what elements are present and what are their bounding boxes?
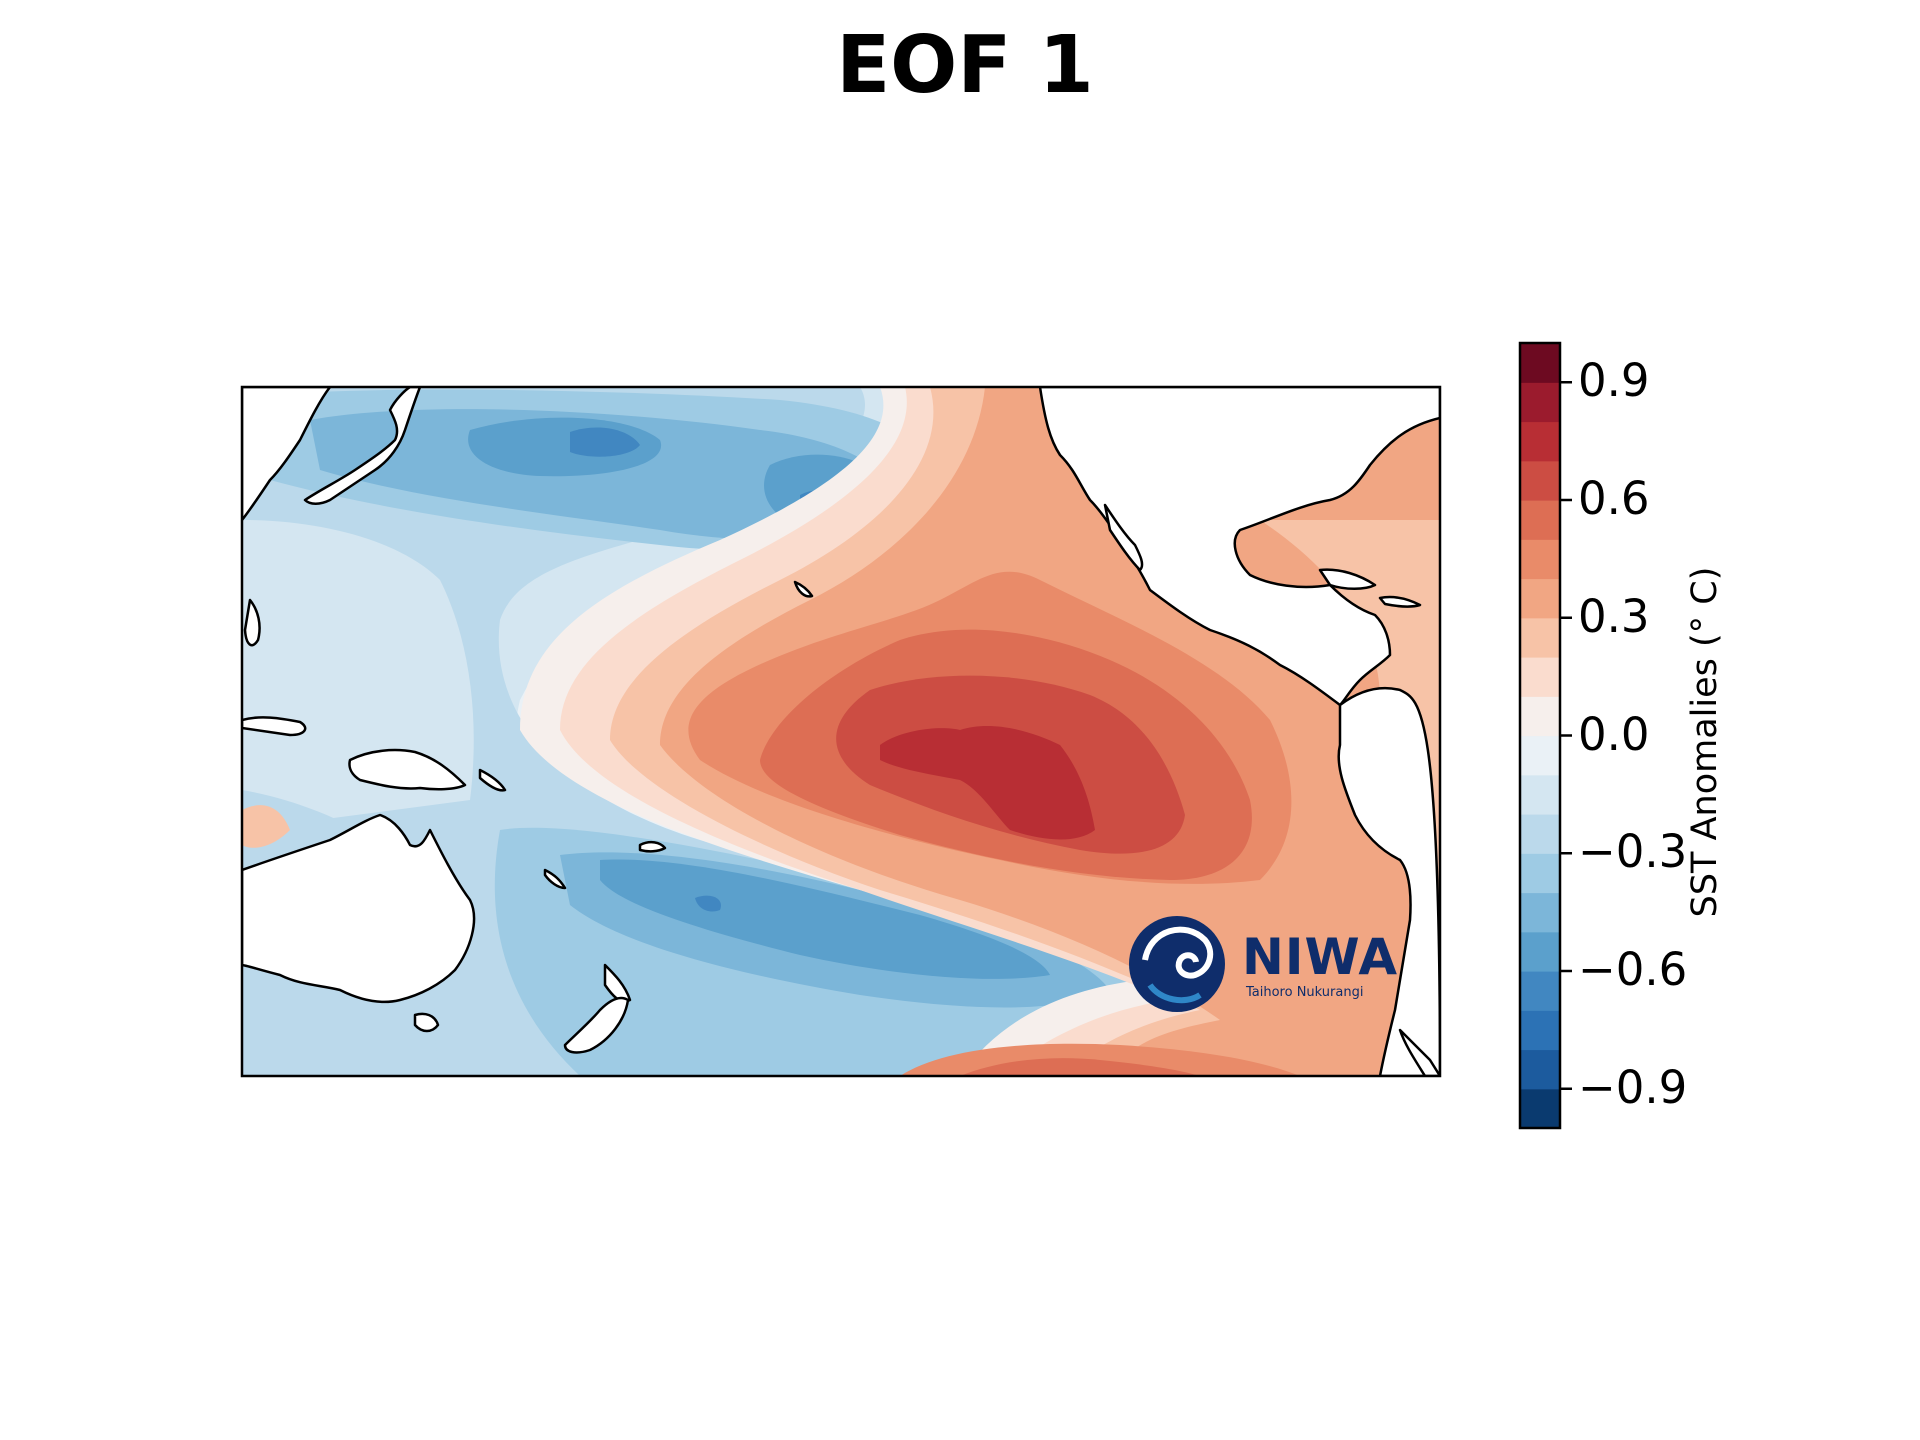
colorbar-tick-label: 0.3 xyxy=(1578,589,1650,643)
land xyxy=(242,387,1440,1076)
land-philippines xyxy=(243,598,261,647)
colorbar-segment xyxy=(1520,892,1560,933)
land-south-chile xyxy=(1398,1028,1440,1076)
contour-fill xyxy=(242,805,290,848)
land-asia-coast xyxy=(242,387,332,522)
colorbar-label: SST Anomalies (° C) xyxy=(1685,566,1725,918)
colorbar-segment xyxy=(1520,1010,1560,1051)
colorbar-segment xyxy=(1520,382,1560,423)
colorbar-tick-label: 0.0 xyxy=(1578,707,1650,761)
map-frame xyxy=(240,385,1442,1078)
contour-fill xyxy=(695,895,721,912)
colorbar-tick-label: −0.6 xyxy=(1578,943,1688,996)
niwa-logo-tagline: Taihoro Nukurangi xyxy=(1246,985,1364,1000)
niwa-logo-wordmark: NIWA xyxy=(1242,928,1399,986)
colorbar-segment xyxy=(1520,1049,1560,1090)
colorbar-tick-label: 0.6 xyxy=(1578,472,1650,525)
colorbar-segment xyxy=(1520,578,1560,619)
colorbar-segment xyxy=(1520,931,1560,972)
colorbar-tick-label: −0.9 xyxy=(1578,1060,1688,1114)
colorbar-tick-label: 0.9 xyxy=(1578,354,1650,408)
land-solomon-islands xyxy=(478,768,507,792)
colorbar-segment xyxy=(1520,539,1560,580)
land-new-guinea xyxy=(348,748,467,791)
land-australia xyxy=(242,813,476,1004)
colorbar-segment xyxy=(1520,735,1560,776)
land-caribbean xyxy=(1318,568,1377,590)
colorbar-tick-label: −0.3 xyxy=(1578,825,1688,879)
colorbar-segment xyxy=(1520,853,1560,894)
colorbar xyxy=(1518,341,1572,1130)
colorbar-segment xyxy=(1520,1088,1560,1129)
colorbar-segment xyxy=(1520,421,1560,462)
colorbar-segment xyxy=(1520,971,1560,1011)
land-cuba xyxy=(1378,595,1422,608)
contour-fill xyxy=(880,725,1095,840)
land-new-zealand-south xyxy=(563,996,630,1054)
land-tasmania xyxy=(413,1012,440,1033)
land-indonesia xyxy=(242,716,307,737)
land-new-zealand-north xyxy=(603,963,632,1003)
sst-anomaly-field xyxy=(242,387,1440,1076)
land-vanuatu xyxy=(543,868,567,890)
land-hawaii xyxy=(793,580,814,598)
colorbar-segment xyxy=(1520,774,1560,815)
colorbar-segment xyxy=(1520,814,1560,854)
land-south-america xyxy=(1337,686,1440,1076)
land-japan xyxy=(303,387,422,505)
colorbar-segment xyxy=(1520,500,1560,540)
colorbar-segment xyxy=(1520,460,1560,501)
land-baja xyxy=(1103,503,1144,572)
land-fiji xyxy=(638,840,667,853)
map-title: EOF 1 xyxy=(836,19,1094,111)
contour-fill xyxy=(570,427,640,457)
colorbar-segment xyxy=(1520,696,1560,737)
colorbar-segment xyxy=(1520,657,1560,697)
contour-fill xyxy=(960,1058,1200,1076)
colorbar-segment xyxy=(1520,343,1560,383)
contour-fill xyxy=(310,409,893,540)
niwa-logo-mark xyxy=(1129,916,1225,1012)
contour-fill xyxy=(600,859,1050,979)
colorbar-segment xyxy=(1520,617,1560,658)
